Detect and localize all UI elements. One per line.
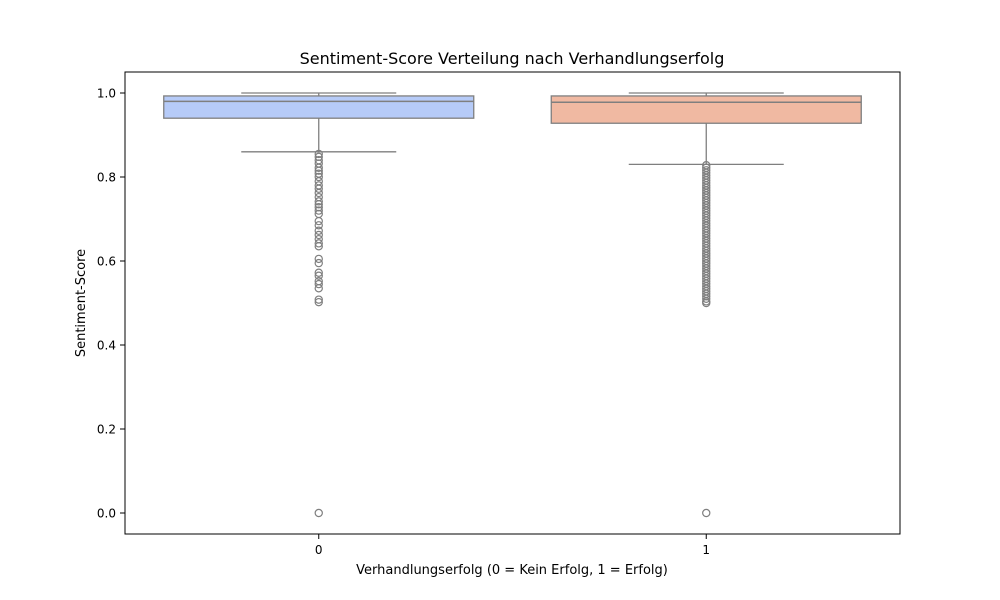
box-iqr [550,95,862,124]
outlier-point [314,216,323,226]
y-tick-label: 0.2 [97,423,116,437]
outlier-point [314,508,323,518]
plot-area: 0.0 0.2 0.4 0.6 0.8 1.0 0 1 [97,87,862,557]
outlier-point [702,508,711,518]
outlier-point [314,172,323,182]
outlier-point [314,295,323,304]
x-tick-label: 0 [315,543,323,557]
outlier-point [314,271,323,280]
x-tick-label: 1 [702,543,710,557]
outlier-point [314,230,323,240]
outlier-point [314,163,323,172]
outlier-point [314,279,323,289]
outlier-point [314,184,323,193]
outlier-point [314,258,323,268]
outlier-point [314,284,323,293]
outlier-point [314,254,323,264]
y-tick-label: 0.8 [97,171,116,185]
outlier-point [314,242,323,251]
outlier-point [314,166,323,175]
outlier-point [314,206,323,215]
outlier-point [314,221,323,230]
outlier-point [314,297,323,307]
plot-frame [124,71,901,535]
y-axis-label: Sentiment-Score [74,249,89,357]
outlier-point [314,268,323,277]
outlier-point [314,239,323,248]
y-tick-label: 0.4 [97,339,116,353]
x-axis-label: Verhandlungserfolg (0 = Kein Erfolg, 1 =… [356,563,668,578]
y-tick-label: 0.6 [97,255,116,269]
outlier-point [314,188,323,198]
outlier-point [702,298,711,308]
box-iqr [163,95,475,119]
outlier-point [702,294,711,303]
outlier-point [314,200,323,209]
outlier-point [314,197,323,206]
chart-title: Sentiment-Score Verteilung nach Verhandl… [300,49,725,68]
y-tick-label: 1.0 [97,87,116,101]
outlier-point [314,149,323,159]
y-tick-label: 0.0 [97,507,116,521]
outlier-point [314,226,323,235]
